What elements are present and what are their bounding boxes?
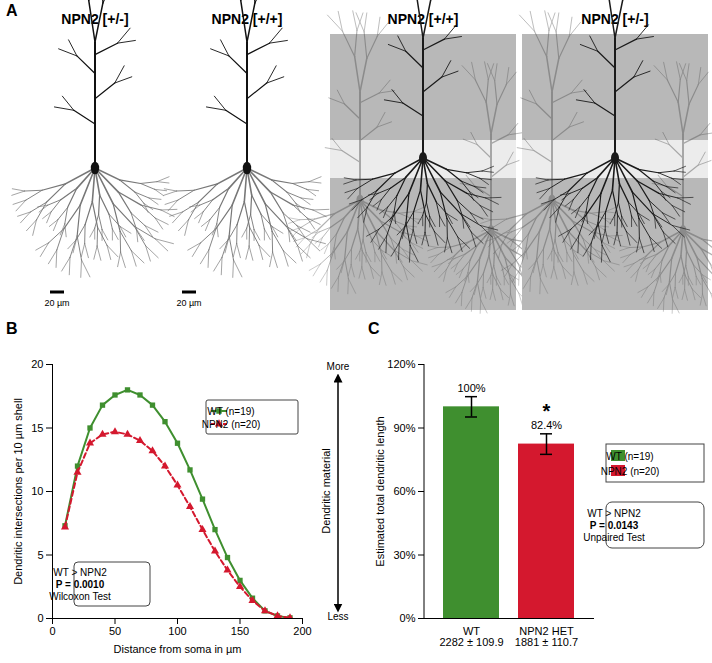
svg-text:P = 0.0143: P = 0.0143 (590, 520, 639, 531)
svg-text:Less: Less (327, 611, 348, 622)
svg-text:30%: 30% (393, 549, 415, 561)
svg-text:WT (n=19): WT (n=19) (207, 406, 254, 417)
svg-text:WT > NPN2: WT > NPN2 (53, 567, 107, 578)
svg-text:90%: 90% (393, 422, 415, 434)
svg-text:150: 150 (231, 625, 249, 637)
svg-text:NPN2 (n=20): NPN2 (n=20) (202, 419, 261, 430)
svg-text:NPN2 [+/-]: NPN2 [+/-] (581, 11, 648, 27)
svg-text:15: 15 (31, 422, 43, 434)
html-text:B: B (6, 320, 18, 337)
svg-text:60%: 60% (393, 485, 415, 497)
svg-text:NPN2 [+/+]: NPN2 [+/+] (388, 11, 459, 27)
svg-text:5: 5 (37, 549, 43, 561)
svg-text:Distance from soma in µm: Distance from soma in µm (114, 643, 242, 655)
html-text:C: C (368, 320, 380, 337)
svg-text:20 µm: 20 µm (44, 298, 69, 308)
svg-text:*: * (543, 400, 551, 422)
svg-text:100%: 100% (457, 382, 485, 394)
svg-text:NPN2 [+/-]: NPN2 [+/-] (61, 11, 128, 27)
svg-text:WT (n=19): WT (n=19) (606, 451, 653, 462)
svg-text:20: 20 (31, 358, 43, 370)
svg-text:200: 200 (293, 625, 311, 637)
svg-text:WT2282 ± 109.9: WT2282 ± 109.9 (439, 625, 503, 648)
svg-text:120%: 120% (387, 358, 415, 370)
svg-text:0: 0 (37, 612, 43, 624)
svg-text:Wilcoxon Test: Wilcoxon Test (49, 591, 111, 602)
svg-text:0%: 0% (400, 612, 416, 624)
svg-text:WT > NPN2: WT > NPN2 (587, 508, 641, 519)
html-text:A: A (6, 2, 18, 19)
svg-text:0: 0 (49, 625, 55, 637)
svg-text:50: 50 (109, 625, 121, 637)
svg-text:82.4%: 82.4% (530, 419, 563, 432)
svg-text:Dendritic material: Dendritic material (320, 448, 332, 534)
svg-text:P = 0.0010: P = 0.0010 (56, 579, 105, 590)
svg-text:Estimated total dendritic leng: Estimated total dendritic length (374, 416, 386, 566)
svg-text:Unpaired Test: Unpaired Test (583, 532, 645, 543)
svg-text:More: More (327, 361, 350, 372)
svg-text:Dendritic intersections per 10: Dendritic intersections per 10 µm shell (12, 398, 24, 585)
svg-text:10: 10 (31, 485, 43, 497)
svg-text:NPN2 (n=20): NPN2 (n=20) (601, 466, 660, 477)
svg-text:NPN2 [+/+]: NPN2 [+/+] (212, 11, 283, 27)
svg-text:100: 100 (168, 625, 186, 637)
svg-text:NPN2 HET1881 ± 110.7: NPN2 HET1881 ± 110.7 (515, 625, 578, 648)
svg-text:20 µm: 20 µm (176, 298, 201, 308)
